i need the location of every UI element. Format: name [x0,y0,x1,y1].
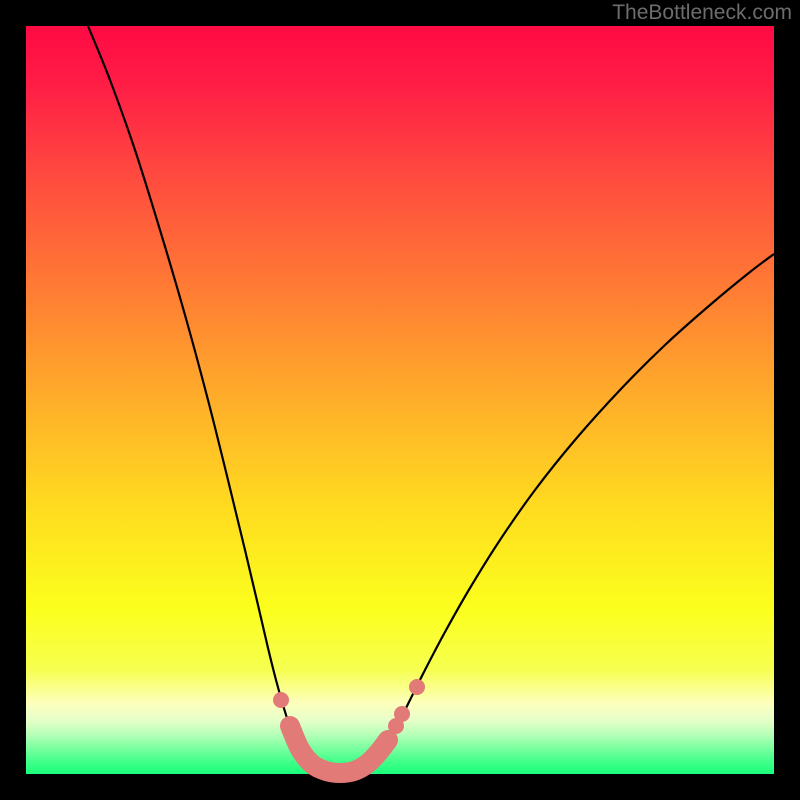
highlight-dot [394,706,410,722]
plot-background [26,26,774,774]
highlight-dot [409,679,425,695]
chart-svg [0,0,800,800]
highlight-dot [273,692,289,708]
chart-stage: TheBottleneck.com [0,0,800,800]
